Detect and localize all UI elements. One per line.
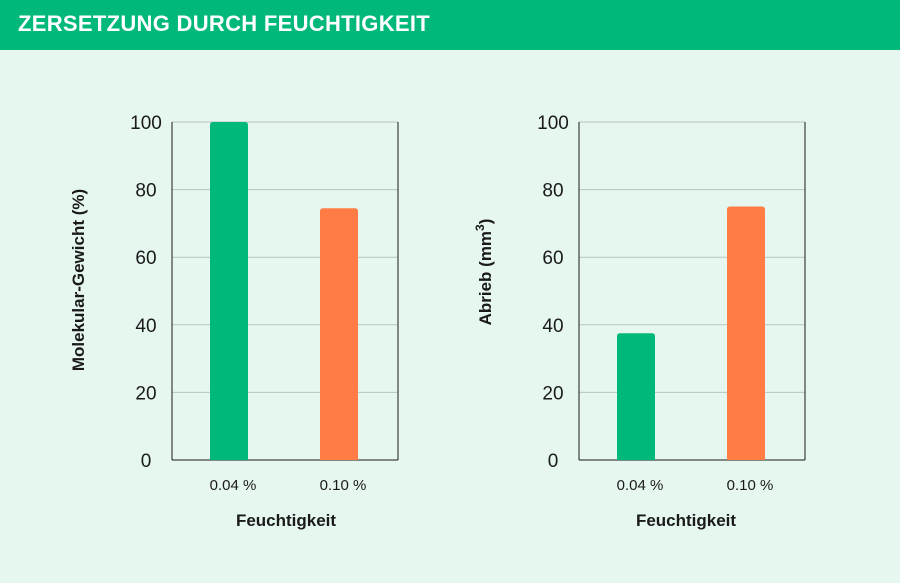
y-tick-label: 0 (141, 451, 152, 472)
y-axis-label: Molekular-Gewicht (%) (69, 189, 88, 371)
page-title: ZERSETZUNG DURCH FEUCHTIGKEIT (18, 11, 431, 36)
y-tick-label: 0 (548, 451, 559, 472)
bar (210, 122, 248, 460)
y-tick-label: 40 (135, 316, 156, 337)
y-tick-label: 20 (542, 383, 563, 404)
y-axis-label-end: ) (476, 219, 495, 225)
x-tick-label: 0.10 % (727, 477, 774, 494)
molecular-weight-chart: Molekular-Gewicht (%) Feuchtigkeit 0 20 40… (69, 113, 399, 530)
y-tick-label: 40 (542, 316, 563, 337)
gridlines (172, 121, 398, 393)
y-axis-label-main: Abrieb (mm (476, 231, 495, 325)
y-tick-label: 100 (130, 113, 162, 134)
y-tick-label: 60 (542, 248, 563, 269)
y-tick-label: 80 (542, 181, 563, 202)
x-axis-label: Feuchtigkeit (636, 511, 736, 530)
y-axis-label: Abrieb (mm3) (473, 219, 495, 326)
y-tick-label: 100 (537, 113, 569, 134)
x-tick-label: 0.10 % (320, 477, 367, 494)
y-tick-label: 60 (135, 248, 156, 269)
y-tick-label: 80 (135, 181, 156, 202)
bar (617, 333, 655, 460)
x-axis-label: Feuchtigkeit (236, 511, 336, 530)
x-tick-label: 0.04 % (617, 477, 664, 494)
y-axis-label-sup: 3 (473, 224, 487, 231)
bar (727, 206, 765, 460)
bar (320, 208, 358, 460)
y-tick-label: 20 (135, 383, 156, 404)
gridlines (579, 121, 805, 393)
title-banner: ZERSETZUNG DURCH FEUCHTIGKEIT (0, 0, 900, 50)
x-tick-label: 0.04 % (210, 477, 257, 494)
